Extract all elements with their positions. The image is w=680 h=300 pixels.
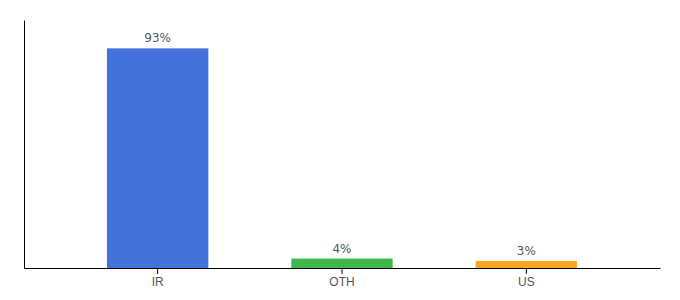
bar [291, 259, 392, 268]
x-tick: US [518, 268, 535, 289]
x-tick-mark [342, 268, 343, 274]
bar [107, 48, 208, 268]
x-tick-mark [157, 268, 158, 274]
data-label: 4% [332, 242, 351, 256]
x-tick-label: OTH [329, 275, 354, 289]
data-label: 3% [517, 244, 536, 258]
x-tick: OTH [329, 268, 354, 289]
x-tick-mark [526, 268, 527, 274]
data-label: 93% [144, 31, 171, 45]
x-tick-label: IR [152, 275, 164, 289]
y-axis [24, 21, 25, 269]
x-axis: IR OTH US [25, 268, 661, 289]
y-axis-line [24, 21, 25, 269]
data-labels: 93% 4% 3% [144, 31, 536, 258]
x-tick: IR [152, 268, 164, 289]
chart-svg: IR OTH US 93% 4% 3% [0, 0, 680, 300]
plot-area: IR OTH US 93% 4% 3% [25, 21, 661, 289]
bar [476, 261, 577, 268]
bars [107, 48, 577, 268]
chart-container: IR OTH US 93% 4% 3% [0, 0, 680, 300]
x-tick-label: US [518, 275, 535, 289]
